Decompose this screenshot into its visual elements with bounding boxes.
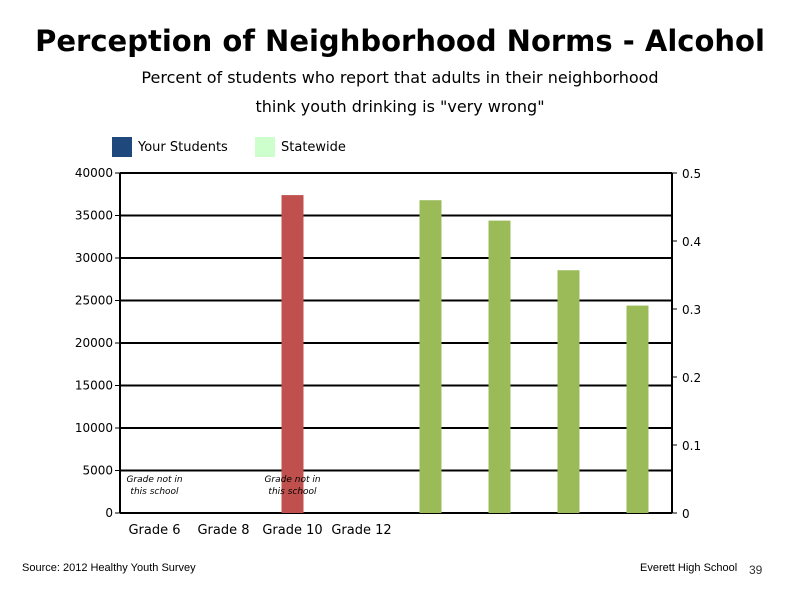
left-axis-tick-label: 30000 [75,251,113,265]
legend-swatch-your-students [112,137,132,157]
chart-subtitle-line2: think youth drinking is "very wrong" [255,97,545,116]
annotation-text: Grade not in [264,475,320,485]
school-name: Everett High School [640,562,738,574]
right-axis-tick-label: 0.5 [682,167,701,181]
left-axis-tick-label: 40000 [75,166,113,180]
chart-title: Perception of Neighborhood Norms - Alcoh… [35,24,765,58]
left-axis-tick-label: 20000 [75,336,113,350]
left-axis-tick-label: 15000 [75,379,113,393]
right-axis-tick-label: 0.3 [682,303,701,317]
right-axis-tick-label: 0 [682,507,690,521]
right-axis-tick-label: 0.4 [682,235,701,249]
page-number: 39 [749,563,763,577]
bar [419,200,442,513]
left-axis-tick-label: 35000 [75,209,113,223]
source-note: Source: 2012 Healthy Youth Survey [22,562,196,574]
legend-swatch-statewide [255,137,275,157]
bar [626,305,649,513]
annotation-text: this school [130,487,179,497]
legend-item-your-students: Your Students [112,137,228,157]
category-label: Grade 10 [262,523,322,538]
legend-item-statewide: Statewide [255,137,346,157]
left-axis-tick-label: 0 [105,506,113,520]
left-axis-tick-label: 10000 [75,421,113,435]
category-label: Grade 8 [197,523,249,538]
category-label: Grade 6 [128,523,180,538]
bar [281,195,304,513]
bar [557,270,580,513]
left-axis-tick-label: 5000 [82,464,113,478]
chart-subtitle-line1: Percent of students who report that adul… [141,68,659,87]
right-axis-tick-label: 0.1 [682,439,701,453]
annotation-text: Grade not in [126,475,182,485]
legend-label-your-students: Your Students [138,139,228,155]
legend-label-statewide: Statewide [281,139,346,155]
right-axis-tick-label: 0.2 [682,371,701,385]
bar [488,220,511,513]
annotation-text: this school [268,487,317,497]
left-axis-tick-label: 25000 [75,294,113,308]
category-label: Grade 12 [331,523,391,538]
